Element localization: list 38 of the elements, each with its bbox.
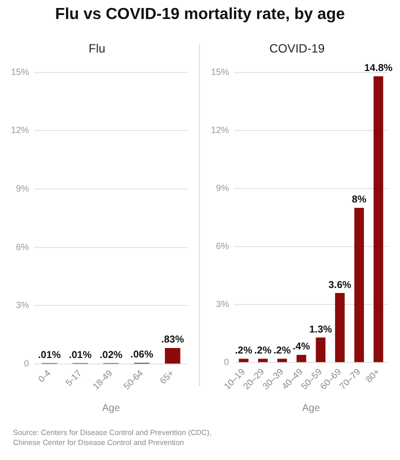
data-label: .83% (161, 334, 184, 346)
bar (296, 354, 306, 362)
y-tick-label: 15% (11, 66, 30, 77)
y-tick-label: 6% (216, 241, 230, 252)
data-label: 3.6% (328, 280, 352, 291)
data-label: .2% (274, 346, 291, 357)
y-tick-label: 12% (211, 124, 230, 135)
y-tick-label: 15% (211, 66, 230, 77)
data-label: 1.3% (309, 324, 332, 336)
data-label: .02% (100, 350, 123, 361)
bar (354, 208, 364, 362)
data-label: .06% (130, 350, 154, 361)
data-label: .2% (254, 346, 272, 357)
y-tick-label: 6% (16, 242, 30, 252)
y-tick-label: 9% (216, 182, 230, 193)
data-label: 14.8% (364, 63, 393, 74)
x-axis-title: Age (102, 402, 120, 414)
x-tick-label: 0-4 (36, 368, 53, 384)
x-axis-title: Age (302, 402, 320, 414)
data-label: .01% (68, 350, 92, 361)
chart-title: Flu vs COVID-19 mortality rate, by age (54, 6, 346, 24)
x-tick-label: 80+ (364, 366, 382, 384)
data-label: .01% (38, 350, 61, 361)
data-label: 8% (352, 194, 366, 206)
y-tick-label: 12% (11, 125, 30, 136)
chart-title: COVID-19 (269, 42, 325, 56)
y-tick-label: 0 (224, 357, 230, 368)
y-tick-label: 3% (16, 300, 30, 310)
chart-subtitle: Flu (88, 42, 106, 56)
bar (316, 338, 326, 362)
data-label: .4% (292, 342, 310, 353)
y-tick-label: 9% (16, 184, 30, 194)
bar (374, 76, 384, 362)
x-tick-label: 65+ (158, 368, 176, 386)
data-label: .2% (235, 346, 252, 357)
bar (335, 293, 345, 362)
y-tick-label: 3% (216, 299, 230, 310)
y-tick-label: 0 (24, 358, 30, 369)
